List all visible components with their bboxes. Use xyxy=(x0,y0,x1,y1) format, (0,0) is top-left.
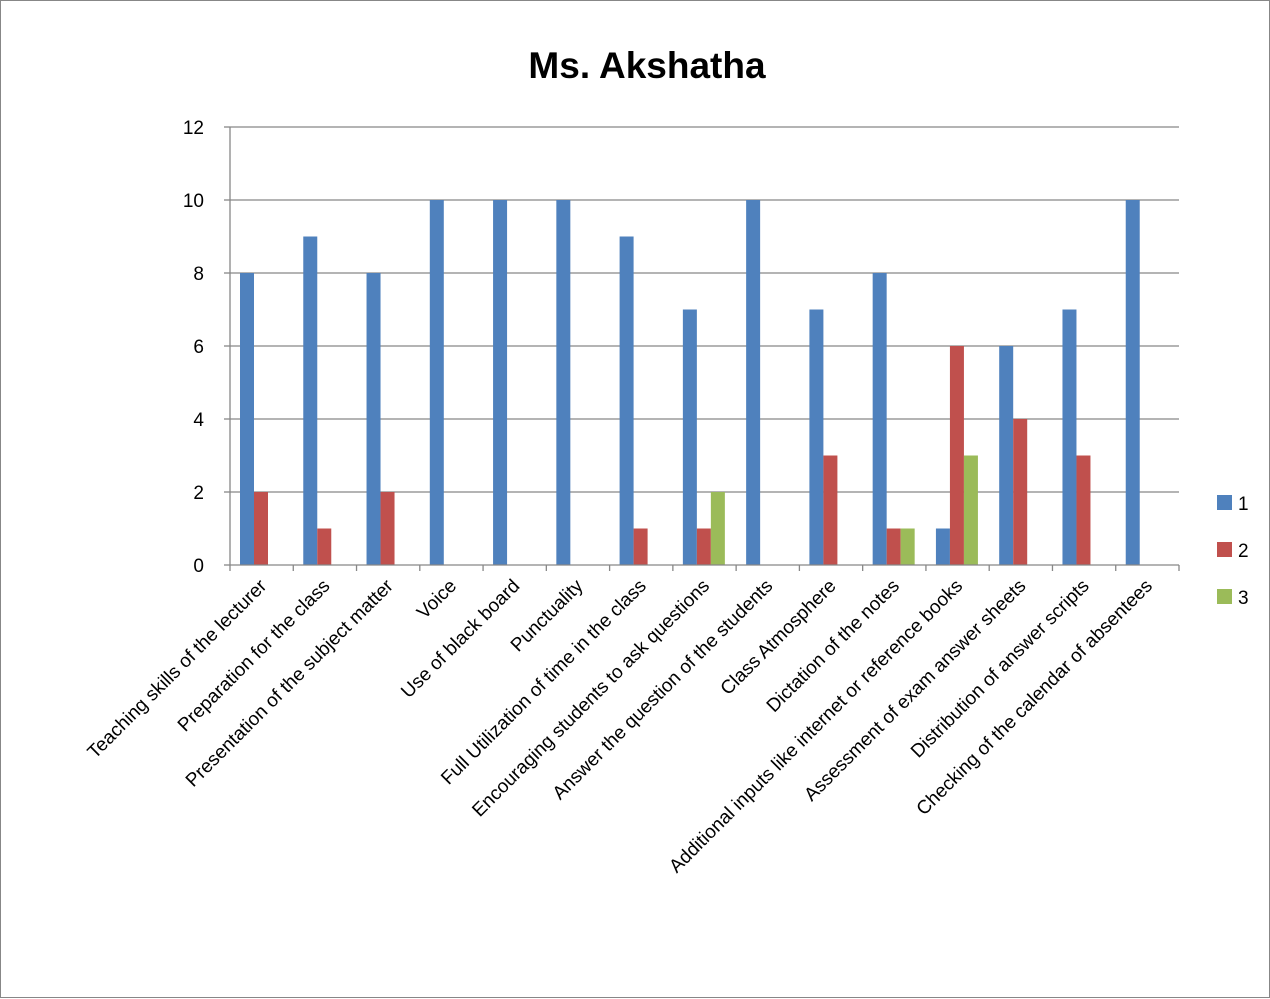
x-axis-category-labels: Teaching skills of the lecturerPreparati… xyxy=(84,575,1157,877)
bars xyxy=(240,200,1140,565)
bar-series-2-7 xyxy=(633,528,648,565)
bar-series-1-15 xyxy=(1125,200,1140,565)
axes xyxy=(229,127,1180,571)
bar-series-1-11 xyxy=(872,273,887,565)
x-category-label: Voice xyxy=(413,576,461,624)
bar-series-2-13 xyxy=(1013,419,1028,565)
x-category-label: Checking of the calendar of absentees xyxy=(913,576,1157,820)
bar-series-1-10 xyxy=(809,309,824,565)
bar-series-1-12 xyxy=(935,528,950,565)
bar-series-1-9 xyxy=(746,200,761,565)
bar-series-1-1 xyxy=(240,273,254,565)
y-tick-label: 0 xyxy=(193,556,204,577)
y-tick-label: 6 xyxy=(193,337,204,358)
bar-series-2-8 xyxy=(696,528,711,565)
x-category-label: Class Atmosphere xyxy=(717,576,841,700)
x-category-label: Assessment of exam answer sheets xyxy=(800,576,1030,806)
bar-series-1-4 xyxy=(429,200,444,565)
legend-label-2: 2 xyxy=(1238,541,1249,562)
bar-series-1-14 xyxy=(1062,309,1077,565)
bar-series-3-12 xyxy=(963,455,978,565)
chart-title: Ms. Akshatha xyxy=(528,45,766,86)
bar-series-2-2 xyxy=(317,528,332,565)
x-category-label: Encouraging students to ask questions xyxy=(468,576,714,822)
y-tick-label: 12 xyxy=(183,118,204,139)
legend-label-3: 3 xyxy=(1238,588,1249,609)
legend-swatch-3 xyxy=(1217,589,1232,604)
legend: 1 2 3 xyxy=(1217,494,1249,609)
y-tick-label: 4 xyxy=(193,410,204,431)
legend-swatch-2 xyxy=(1217,542,1232,557)
legend-swatch-1 xyxy=(1217,495,1232,510)
bar-series-1-5 xyxy=(493,200,508,565)
y-tick-label: 8 xyxy=(193,264,204,285)
bar-series-2-3 xyxy=(380,492,395,565)
bar-series-2-11 xyxy=(886,528,901,565)
bar-series-1-13 xyxy=(999,346,1014,565)
bar-series-1-7 xyxy=(619,236,634,565)
bar-series-1-2 xyxy=(303,236,318,565)
legend-label-1: 1 xyxy=(1238,494,1249,515)
bar-series-3-8 xyxy=(710,492,725,565)
bar-series-1-3 xyxy=(366,273,381,565)
bar-series-2-14 xyxy=(1076,455,1091,565)
x-category-label: Answer the question of the students xyxy=(549,576,777,804)
y-tick-label: 10 xyxy=(183,191,204,212)
bar-series-1-6 xyxy=(556,200,571,565)
x-category-label: Additional inputs like internet or refer… xyxy=(665,576,967,878)
bar-series-1-8 xyxy=(682,309,697,565)
bar-series-2-10 xyxy=(823,455,838,565)
y-axis-tick-labels: 0 2 4 6 8 10 12 xyxy=(183,118,230,577)
bar-series-2-12 xyxy=(949,346,964,565)
bar-series-2-1 xyxy=(254,492,268,565)
bar-series-3-11 xyxy=(900,528,915,565)
x-category-label: Use of black board xyxy=(397,576,524,703)
y-tick-label: 2 xyxy=(193,483,204,504)
